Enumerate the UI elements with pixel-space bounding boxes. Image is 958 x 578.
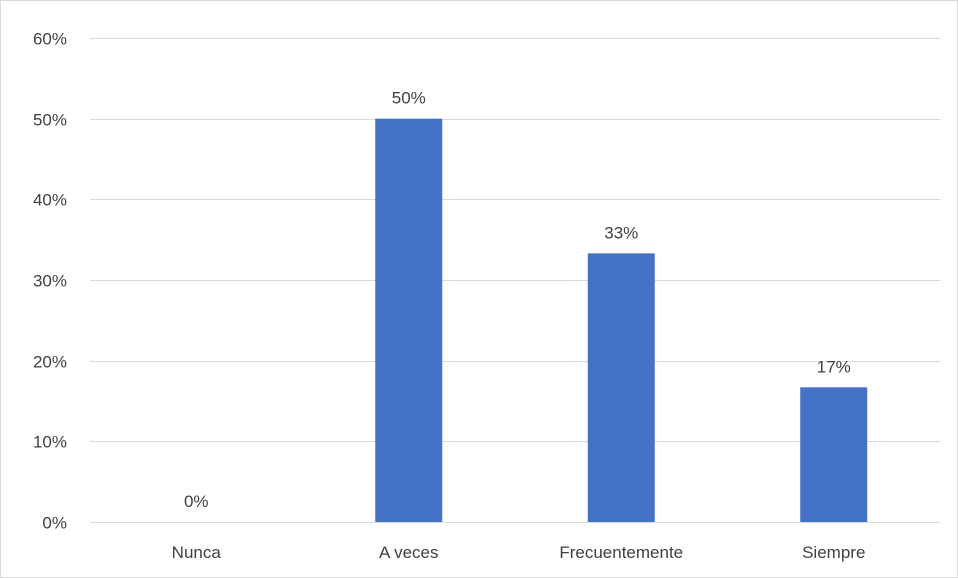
data-label-2: 33% <box>604 223 638 242</box>
y-tick-label-1: 10% <box>33 433 67 452</box>
x-axis-category-labels: Nunca A veces Frecuentemente Siempre <box>172 543 866 562</box>
data-labels: 0% 50% 33% 17% <box>184 89 851 511</box>
y-tick-label-5: 50% <box>33 111 67 130</box>
y-tick-label-2: 20% <box>33 353 67 372</box>
gridlines <box>90 38 940 523</box>
category-label-3: Siempre <box>802 543 865 562</box>
category-label-1: A veces <box>379 543 439 562</box>
bar-3 <box>800 387 868 522</box>
bar-2 <box>587 253 655 522</box>
y-tick-label-0: 0% <box>42 514 67 533</box>
y-tick-label-3: 30% <box>33 272 67 291</box>
category-label-0: Nunca <box>172 543 222 562</box>
y-tick-label-4: 40% <box>33 191 67 210</box>
category-label-2: Frecuentemente <box>559 543 683 562</box>
y-axis-tick-labels: 0% 10% 20% 30% 40% 50% 60% <box>33 30 67 533</box>
bars <box>375 118 868 523</box>
bar-1 <box>375 118 443 523</box>
data-label-3: 17% <box>817 357 851 376</box>
data-label-0: 0% <box>184 492 209 511</box>
y-tick-label-6: 60% <box>33 30 67 49</box>
data-label-1: 50% <box>392 89 426 108</box>
